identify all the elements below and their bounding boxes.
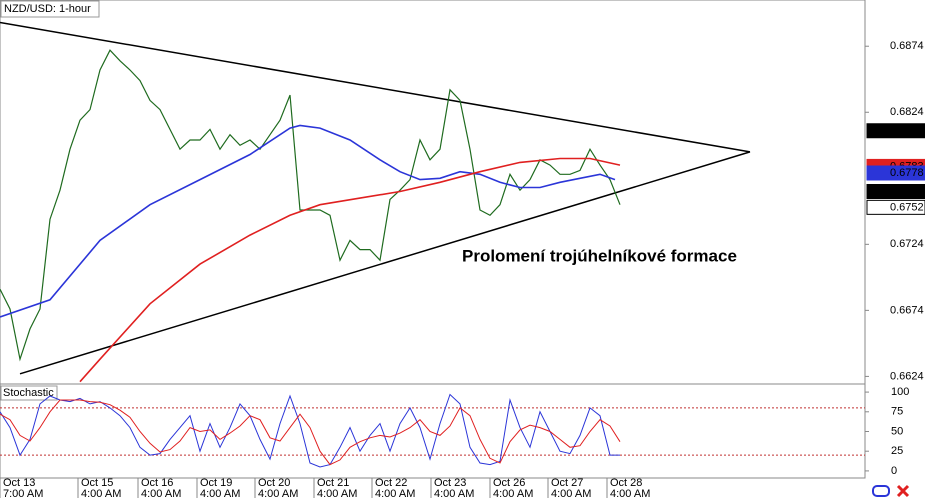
price-label: 0.6778	[890, 167, 924, 179]
price-label-box	[866, 165, 925, 181]
price-label: 0.6764	[890, 185, 924, 197]
series-line	[79, 157, 621, 383]
plot-frame	[0, 0, 866, 479]
link-icon[interactable]	[872, 485, 890, 497]
x-tick-label: Oct 15	[81, 477, 113, 489]
trendline	[19, 151, 751, 375]
toolbar-icons	[872, 484, 910, 498]
x-tick-label: 4:00 AM	[434, 488, 474, 500]
x-tick-label: Oct 16	[141, 477, 173, 489]
x-tick-label: 4:00 AM	[610, 488, 650, 500]
stoch-y-tick-label: 50	[891, 425, 903, 437]
x-tick-label: 4:00 AM	[141, 488, 181, 500]
stoch-title-box	[0, 385, 58, 401]
stoch-y-tick-label: 75	[891, 406, 903, 418]
price-label: 0.6752	[890, 201, 924, 213]
x-tick-label: 4:00 AM	[200, 488, 240, 500]
x-tick-label: Oct 23	[434, 477, 466, 489]
x-tick-label: Oct 19	[200, 477, 232, 489]
y-tick-label: 0.6624	[890, 370, 924, 382]
y-tick-label: 0.6674	[890, 304, 924, 316]
y-tick-label: 0.6724	[890, 238, 924, 250]
stoch-y-tick-label: 100	[891, 386, 909, 398]
x-tick-label: Oct 26	[493, 477, 525, 489]
x-tick-label: 4:00 AM	[375, 488, 415, 500]
x-tick-label: 4:00 AM	[317, 488, 357, 500]
stoch-line	[0, 399, 621, 466]
price-label-box	[866, 184, 925, 199]
price-label-box	[866, 199, 925, 215]
annotation: Prolomení trojúhelníkové formace	[462, 246, 737, 265]
title-box	[0, 0, 100, 18]
price-label: 0.6810	[890, 125, 924, 137]
price-label-box	[866, 123, 925, 139]
stoch-y-tick-label: 25	[891, 445, 903, 457]
x-tick-label: Oct 20	[258, 477, 290, 489]
series-line	[0, 49, 621, 362]
x-tick-label: Oct 22	[375, 477, 407, 489]
close-icon[interactable]	[896, 484, 910, 498]
x-tick-label: 7:00 AM	[3, 488, 43, 500]
x-tick-label: 4:00 AM	[493, 488, 533, 500]
trendline	[0, 21, 751, 153]
x-tick-label: 4:00 AM	[258, 488, 298, 500]
x-tick-label: 4:00 AM	[81, 488, 121, 500]
y-tick-label: 0.6824	[890, 106, 924, 118]
x-tick-label: Oct 27	[551, 477, 583, 489]
stoch-line	[0, 393, 620, 468]
x-tick-label: Oct 21	[317, 477, 349, 489]
y-tick-label: 0.6874	[890, 40, 924, 52]
x-tick-label: Oct 13	[3, 477, 35, 489]
stoch-y-tick-label: 0	[891, 465, 897, 477]
stoch-title: Stochastic	[3, 387, 54, 399]
chart-title: NZD/USD: 1-hour	[4, 3, 91, 15]
x-tick-label: Oct 28	[610, 477, 642, 489]
series-line	[0, 124, 616, 318]
x-tick-label: 4:00 AM	[551, 488, 591, 500]
